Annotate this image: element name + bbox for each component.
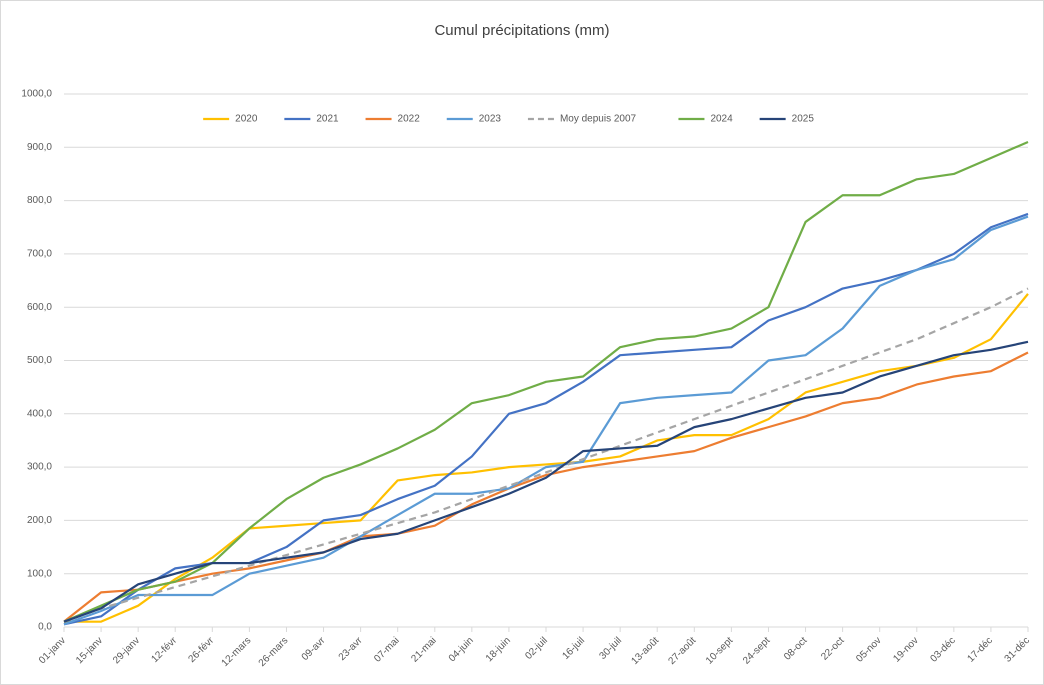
legend-label: 2021 [316,114,339,125]
y-tick-label: 200,0 [27,515,52,526]
legend-label: Moy depuis 2007 [560,114,637,125]
series-line [63,215,1029,626]
series-line [63,140,1029,623]
y-tick-label: 800,0 [27,195,52,206]
y-tick-label: 700,0 [27,249,52,260]
y-tick-label: 300,0 [27,462,52,473]
y-tick-label: 900,0 [27,142,52,153]
legend-label: 2024 [710,114,733,125]
legend-label: 2022 [398,114,421,125]
legend-label: 2025 [792,114,815,125]
y-tick-label: 500,0 [27,355,52,366]
legend-label: 2023 [479,114,502,125]
series-line [63,287,1029,623]
y-tick-label: 1000,0 [21,89,52,100]
series-line [64,293,1029,623]
series-line [63,340,1029,623]
chart-title: Cumul précipitations (mm) [434,22,609,39]
y-tick-label: 600,0 [27,302,52,313]
y-tick-label: 400,0 [27,408,52,419]
legend-label: 2020 [235,114,258,125]
y-tick-label: 100,0 [27,568,52,579]
y-tick-label: 0,0 [38,622,52,633]
